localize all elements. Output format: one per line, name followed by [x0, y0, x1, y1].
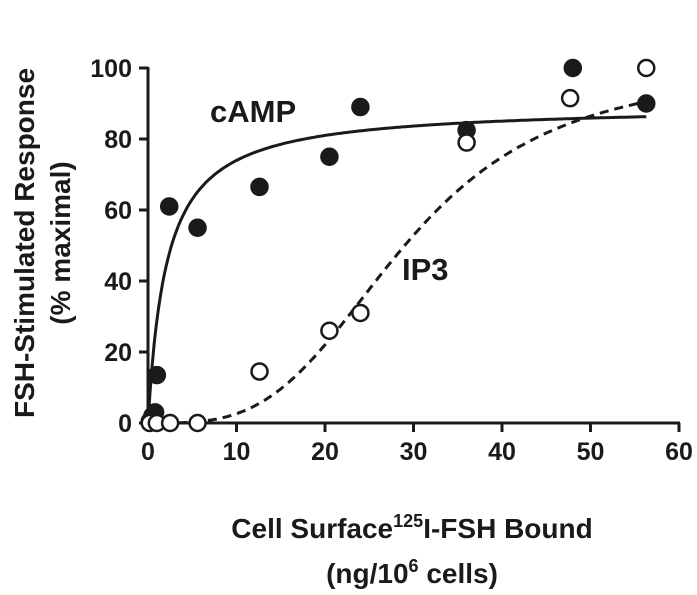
ip3-data-point: [160, 413, 180, 433]
series-label-camp: cAMP: [210, 94, 296, 129]
x-ticks: 0 10 20 30 40 50 60: [141, 423, 693, 466]
camp-data-point: [563, 58, 583, 78]
x-axis-title-line2: (ng/106 cells): [326, 556, 498, 589]
camp-data-point: [320, 147, 339, 166]
x-axis-title-line2-post: cells): [419, 558, 498, 589]
y-axis-title-line1: FSH-Stimulated Response: [9, 68, 40, 418]
y-tick-label: 100: [90, 55, 132, 83]
camp-data-point: [188, 218, 207, 237]
camp-data-point: [351, 97, 370, 117]
x-axis-title-line1: Cell Surface125I-FSH Bound: [231, 511, 592, 544]
camp-fit-line: [146, 115, 647, 424]
y-ticks: 0 20 40 60 80 100: [90, 55, 148, 438]
ip3-data-point: [351, 303, 370, 323]
x-tick-label: 30: [400, 438, 428, 466]
y-axis-title-line2: (% maximal): [45, 161, 76, 324]
y-axis-title: FSH-Stimulated Response (% maximal): [9, 68, 76, 418]
x-axis-title-line1-post: I-FSH Bound: [423, 513, 593, 544]
fit-lines: [146, 100, 647, 425]
x-tick-label: 10: [223, 438, 251, 466]
camp-data-point: [637, 94, 656, 113]
y-tick-label: 80: [104, 126, 132, 154]
x-tick-label: 50: [577, 438, 605, 466]
ip3-data-point: [320, 321, 339, 340]
camp-data-point: [159, 197, 179, 216]
x-tick-label: 20: [311, 438, 339, 466]
y-tick-label: 60: [104, 197, 132, 225]
x-axis-title-line2-sup: 6: [409, 556, 419, 576]
ip3-data-point: [188, 413, 207, 433]
ip3-data-point: [250, 362, 269, 381]
ip3-fit-line: [148, 100, 647, 425]
x-tick-label: 40: [488, 438, 516, 466]
ip3-data-point: [637, 58, 656, 78]
y-tick-label: 0: [118, 410, 132, 438]
x-axis-title-line2-pre: (ng/10: [326, 558, 408, 589]
y-tick-label: 20: [104, 339, 132, 367]
camp-data-point: [250, 177, 269, 197]
x-tick-label: 0: [141, 438, 155, 466]
x-axis-title-line1-pre: Cell Surface: [231, 513, 393, 544]
x-tick-label: 60: [665, 438, 693, 466]
ip3-data-point: [457, 133, 476, 152]
y-tick-label: 40: [104, 268, 132, 296]
series-label-ip3: IP3: [402, 252, 449, 287]
x-axis-title-line1-sup: 125: [393, 511, 423, 531]
ip3-data-point: [560, 88, 580, 108]
data-points: [140, 58, 656, 433]
camp-data-point: [147, 365, 167, 385]
